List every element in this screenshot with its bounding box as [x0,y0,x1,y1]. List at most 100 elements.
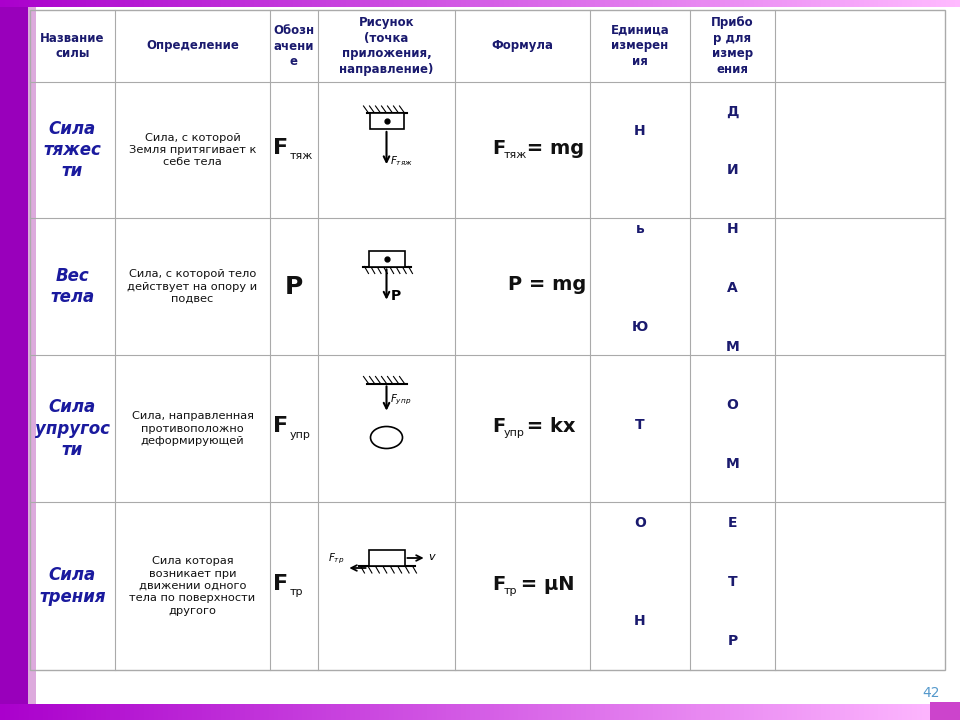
Bar [62,0,68,7]
Bar [926,704,932,720]
Bar [173,704,179,720]
Bar [634,704,639,720]
Bar [254,0,260,7]
Bar [528,704,534,720]
Bar [782,0,788,7]
Bar [475,704,481,720]
Bar [58,0,63,7]
Bar [859,0,865,7]
Bar [792,0,798,7]
Bar [490,0,495,7]
Text: Сила, направленная
противоположно
деформирующей: Сила, направленная противоположно деформ… [132,411,253,446]
Text: = mg: = mg [520,138,584,158]
Bar [192,704,198,720]
Bar [629,0,635,7]
Bar [168,704,174,720]
Bar [946,0,951,7]
Bar [533,0,539,7]
Bar [360,0,366,7]
Bar [610,704,615,720]
Bar [10,704,15,720]
Bar [106,704,111,720]
Text: Определение: Определение [146,40,239,53]
Bar [384,0,390,7]
Bar [19,0,25,7]
Bar [773,704,779,720]
Bar [768,704,774,720]
Bar [437,704,443,720]
Bar [24,704,30,720]
Bar [566,0,572,7]
Bar [245,0,251,7]
Bar [542,0,548,7]
Bar [576,704,582,720]
Bar [326,704,332,720]
Bar [211,704,217,720]
Bar [816,0,822,7]
Bar [629,704,635,720]
Bar [350,704,356,720]
Bar [691,0,697,7]
Bar [696,0,702,7]
Text: Формула: Формула [492,40,554,53]
Bar [355,704,361,720]
Bar [850,0,855,7]
Bar [91,704,97,720]
Bar [509,704,515,720]
Bar [682,0,687,7]
Bar [749,0,755,7]
Bar [360,704,366,720]
Bar [806,704,812,720]
Bar [427,0,433,7]
Bar [187,0,193,7]
Bar [202,704,207,720]
Bar [619,704,625,720]
Bar [677,704,683,720]
Bar [902,0,908,7]
Bar [682,704,687,720]
Text: = μN: = μN [515,575,575,593]
Bar [394,704,399,720]
Bar [326,0,332,7]
Bar [514,704,519,720]
Bar [206,704,212,720]
Bar [48,704,54,720]
Bar [365,0,371,7]
Bar [446,0,452,7]
Bar [466,0,471,7]
Text: Единица
измерен
ия: Единица измерен ия [611,24,669,68]
Bar [576,0,582,7]
Bar [82,0,87,7]
Bar [178,704,183,720]
Bar [600,704,606,720]
Bar [67,704,73,720]
Bar [893,0,899,7]
Bar [370,704,375,720]
Bar [106,0,111,7]
Bar [840,0,846,7]
Bar [499,0,505,7]
Bar [346,704,351,720]
Text: F: F [492,575,506,593]
Bar [754,704,759,720]
Bar [725,0,731,7]
Bar [254,704,260,720]
Bar [590,704,596,720]
Bar [475,0,481,7]
Bar [840,704,846,720]
Bar [374,0,380,7]
Bar [562,0,567,7]
Bar [797,704,803,720]
Bar [566,704,572,720]
Bar [293,0,299,7]
Bar [34,704,39,720]
Bar [542,704,548,720]
Bar [379,0,385,7]
Bar [725,704,731,720]
Text: Прибо
р для
измер
ения: Прибо р для измер ения [711,17,754,76]
Bar [120,0,126,7]
Text: М: М [726,457,739,471]
Bar [821,704,827,720]
Bar [523,0,529,7]
Bar [14,704,20,720]
